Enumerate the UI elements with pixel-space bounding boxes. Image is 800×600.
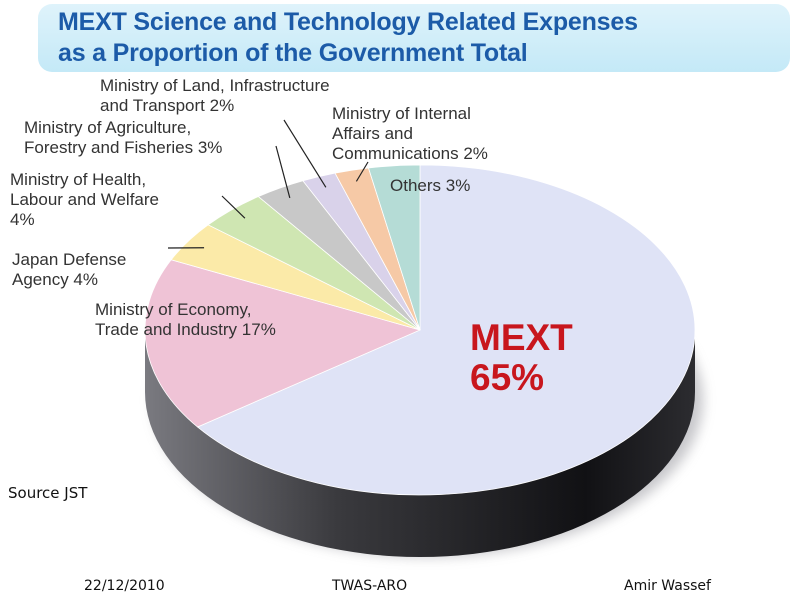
label-economy-trade: Ministry of Economy, Trade and Industry … — [95, 300, 276, 339]
label-agriculture: Ministry of Agriculture, Forestry and Fi… — [24, 118, 223, 157]
leader-line-ministry-of-internal-affairs-and-communications — [355, 161, 369, 182]
footer-author: Amir Wassef — [624, 578, 711, 594]
label-health-labour: Ministry of Health, Labour and Welfare 4… — [10, 170, 160, 229]
label-others: Others 3% — [390, 176, 471, 195]
title-banner: MEXT Science and Technology Related Expe… — [38, 4, 790, 72]
leader-line-ministry-of-health-labour-and-welfare — [221, 195, 246, 219]
chart-title-line1: MEXT Science and Technology Related Expe… — [58, 8, 638, 36]
pie-side-wall — [145, 330, 695, 557]
leader-line-ministry-of-land-infrastructure-and-transport — [283, 119, 327, 188]
chart-title-line2: as a Proportion of the Government Total — [58, 39, 528, 67]
leader-line-ministry-of-agriculture-forestry-and-fisheries — [275, 145, 291, 199]
pie-slice-others — [367, 164, 421, 331]
footer-organization: TWAS-ARO — [332, 578, 408, 594]
footer-date: 22/12/2010 — [84, 578, 165, 594]
pie-slice-ministry-of-economy-trade-and-industry — [144, 259, 422, 428]
label-defense-agency: Japan Defense Agency 4% — [12, 250, 127, 289]
source-note: Source JST — [8, 484, 88, 502]
label-land-infrastructure: Ministry of Land, Infrastructure and Tra… — [100, 76, 330, 115]
pie-slice-mext — [196, 164, 696, 496]
label-internal-affairs: Ministry of Internal Affairs and Communi… — [332, 104, 488, 163]
label-mext: MEXT 65% — [470, 317, 573, 398]
